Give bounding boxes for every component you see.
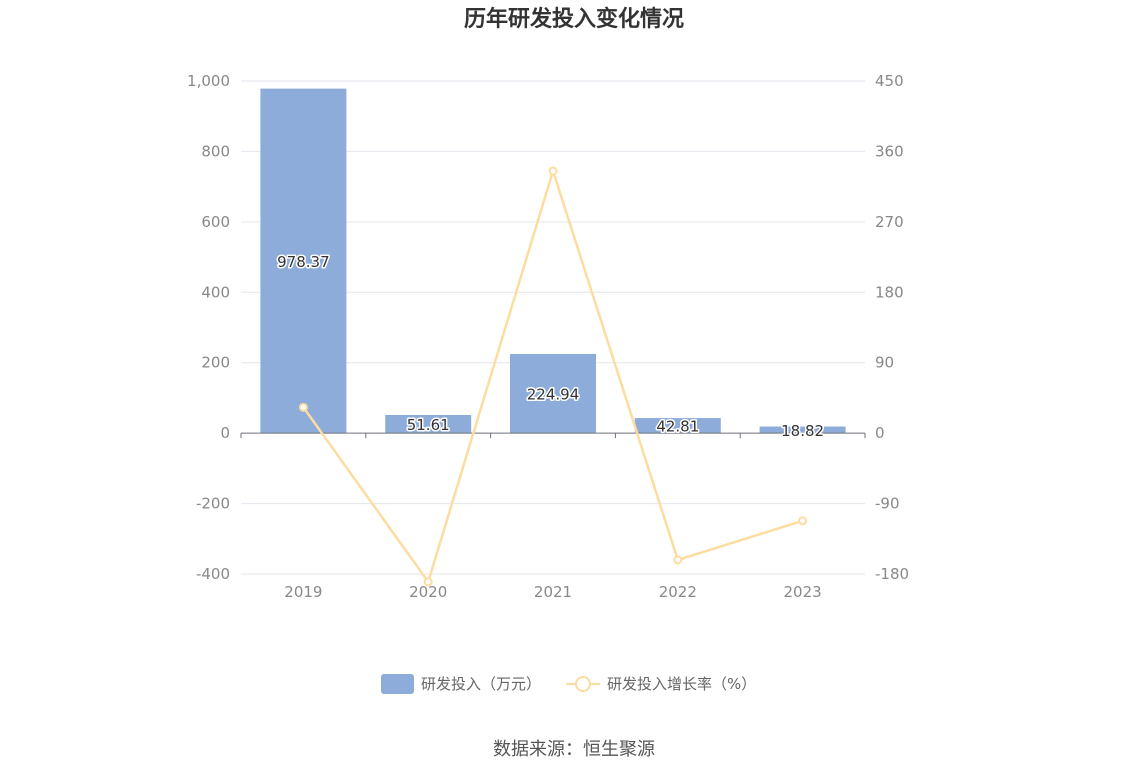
x-tick-label: 2022 [659, 583, 697, 601]
y-left-tick-label: 400 [201, 283, 230, 301]
y-axis-left: -400 -200 0 200 400 600 800 1,000 [187, 72, 230, 583]
y-left-tick-label: 800 [201, 142, 230, 160]
growth-point [673, 555, 683, 565]
y-left-tick-label: 600 [201, 213, 230, 231]
x-tick-label: 2019 [284, 583, 322, 601]
legend-swatch-bar [381, 674, 414, 694]
y-left-tick-label: 0 [220, 424, 230, 442]
y-right-tick-label: 270 [875, 213, 904, 231]
bar [510, 353, 596, 434]
growth-point [798, 516, 808, 526]
y-right-tick-label: 0 [875, 424, 885, 442]
bar-data-label: 224.94 [527, 386, 580, 404]
x-axis: 2019 2020 2021 2022 2023 [240, 433, 866, 601]
legend[interactable]: 研发投入（万元） 研发投入增长率（%） [381, 674, 756, 694]
bar [385, 414, 472, 434]
bar [260, 88, 347, 434]
y-left-tick-label: -400 [196, 565, 230, 583]
growth-point [298, 402, 308, 412]
source-note: 数据来源：恒生聚源 [493, 739, 655, 760]
bar-series [260, 88, 846, 434]
bar-data-label: 42.81 [656, 418, 699, 436]
y-left-tick-label: 1,000 [187, 72, 230, 90]
line-series [298, 166, 808, 587]
y-right-tick-label: 450 [875, 72, 904, 90]
y-right-tick-label: 90 [875, 354, 894, 372]
growth-point [548, 166, 558, 176]
legend-marker-line [575, 676, 591, 692]
chart-title: 历年研发投入变化情况 [464, 6, 684, 32]
legend-label-line: 研发投入增长率（%） [607, 675, 756, 693]
y-right-tick-label: 180 [875, 283, 904, 301]
y-right-tick-label: 360 [875, 142, 904, 160]
y-right-tick-label: -90 [875, 495, 900, 513]
x-tick-label: 2020 [409, 583, 447, 601]
y-right-tick-label: -180 [875, 565, 909, 583]
bar-data-labels: 978.37 51.61 224.94 42.81 18.82 [276, 251, 826, 441]
bar [634, 418, 721, 434]
y-left-tick-label: -200 [196, 495, 230, 513]
x-tick-label: 2021 [534, 583, 572, 601]
bar-data-label: 978.37 [277, 253, 330, 271]
x-tick-label: 2023 [784, 583, 822, 601]
bar [759, 426, 846, 434]
y-axis-right: -180 -90 0 90 180 270 360 450 [875, 72, 909, 583]
legend-label-bar: 研发投入（万元） [421, 675, 541, 693]
bar-data-label: 51.61 [407, 416, 450, 434]
growth-point [423, 577, 433, 587]
y-left-tick-label: 200 [201, 354, 230, 372]
bar-data-label: 18.82 [781, 422, 824, 440]
